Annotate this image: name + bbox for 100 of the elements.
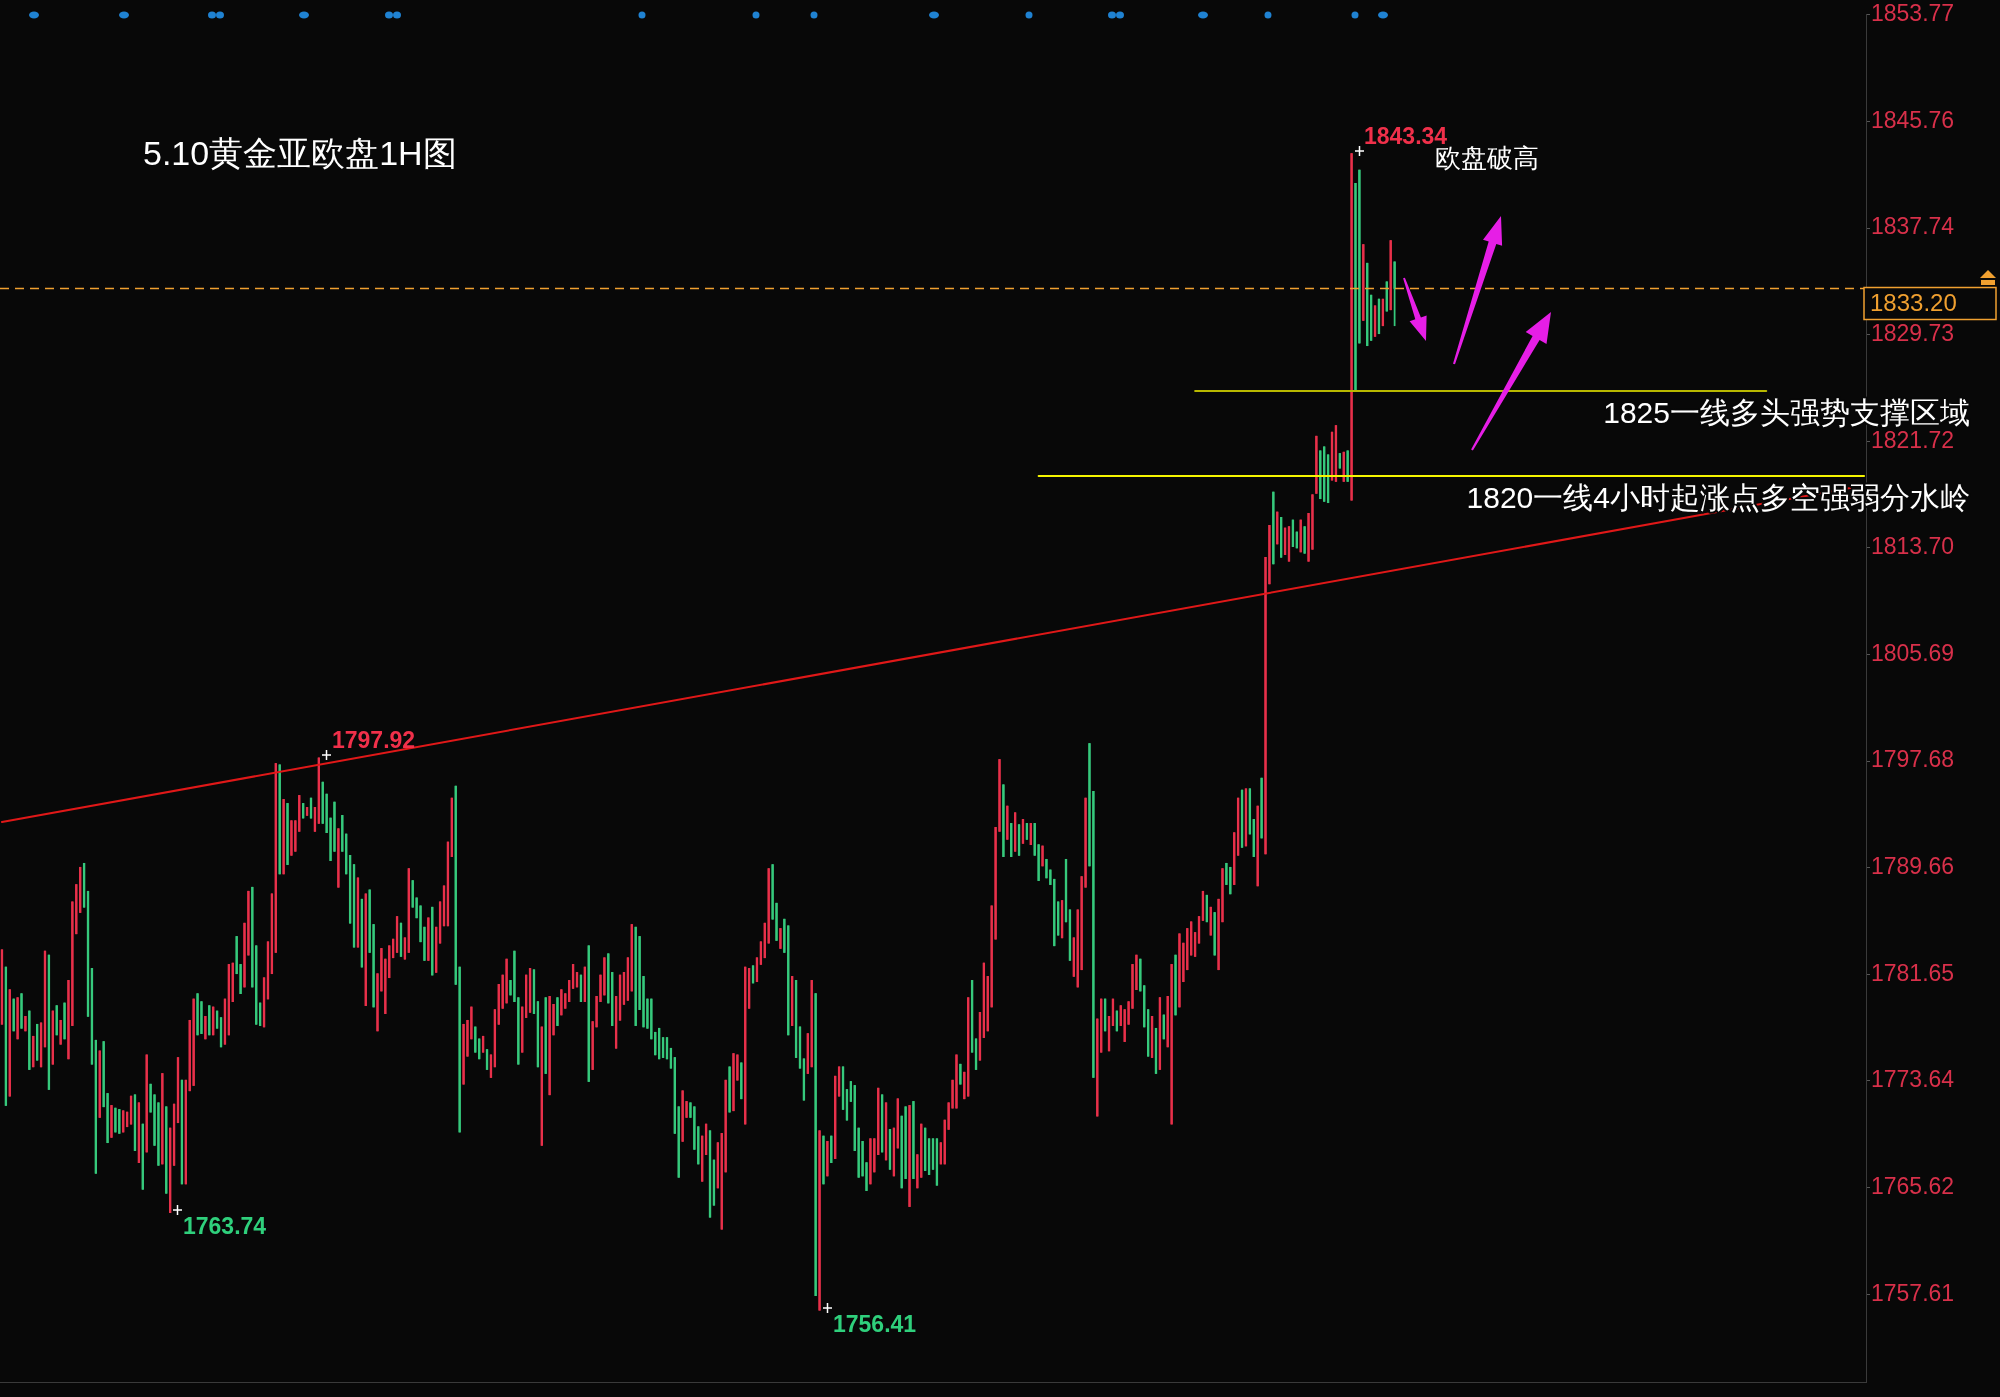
candlestick [728, 1066, 731, 1113]
candlestick [521, 1006, 524, 1053]
candlestick [540, 1026, 543, 1146]
candlestick [568, 980, 571, 1002]
candlestick [1295, 531, 1298, 549]
candlestick [560, 989, 563, 1016]
candlestick [677, 1106, 680, 1178]
candlestick [1178, 933, 1181, 1008]
candlestick [1006, 805, 1009, 840]
candlestick [814, 993, 817, 1297]
y-tick-label: 1797.68 [1871, 746, 1955, 773]
candlestick [1279, 517, 1283, 558]
y-tick-label: 1837.74 [1871, 213, 1955, 240]
candlestick [963, 1071, 966, 1100]
y-tick-label: 1853.77 [1871, 0, 1955, 27]
candlestick [35, 1023, 39, 1061]
candlestick [1362, 244, 1365, 321]
y-tick-label: 1813.70 [1871, 533, 1955, 560]
candlestick [290, 820, 293, 856]
candlestick [63, 1002, 66, 1040]
candlestick [1119, 1005, 1122, 1026]
candlestick [1252, 819, 1255, 857]
ref-line-label: 1833.20 [1870, 289, 1957, 317]
candlestick [94, 1039, 98, 1174]
candlestick [145, 1054, 148, 1153]
candlestick [474, 1026, 477, 1053]
candlestick [341, 815, 344, 852]
text: 5.10黄金亚欧盘1H图 [143, 134, 457, 173]
candlestick [681, 1090, 684, 1142]
candlestick [114, 1107, 117, 1133]
candlestick [1029, 823, 1032, 845]
candlestick [212, 1006, 215, 1036]
candlestick [337, 828, 340, 888]
candlestick [524, 974, 528, 1018]
y-tick-label: 1781.65 [1871, 959, 1955, 986]
candlestick [364, 893, 367, 1006]
annotation: 1763.74 [183, 1213, 267, 1240]
candlestick [12, 998, 15, 1032]
candlestick [544, 997, 547, 1074]
candlestick [939, 1142, 942, 1165]
candlestick [20, 993, 23, 1029]
candlestick [1299, 519, 1302, 553]
candlestick [1346, 450, 1349, 482]
candlestick [587, 945, 590, 1082]
candlestick [1190, 921, 1193, 956]
candlestick [834, 1075, 837, 1159]
y-tick-label: 1845.76 [1871, 106, 1955, 133]
candlestick [1366, 262, 1369, 347]
candlestick [282, 799, 285, 875]
candlestick [110, 1105, 113, 1138]
candlestick [302, 803, 305, 819]
candlestick [184, 1079, 187, 1185]
candlestick [611, 972, 614, 1026]
candlestick [168, 1127, 172, 1214]
candlestick [959, 1063, 962, 1085]
candlestick [869, 1138, 872, 1185]
candlestick [1319, 450, 1322, 500]
candlestick [967, 997, 970, 1097]
candlestick [1057, 901, 1060, 936]
candlestick [924, 1127, 927, 1171]
candlestick [583, 966, 587, 1002]
candlestick [634, 926, 637, 1026]
y-tick-label: 1789.66 [1871, 853, 1955, 880]
candlestick [556, 997, 559, 1026]
candlestick [286, 803, 289, 865]
candlestick [427, 917, 430, 961]
candlestick [1315, 435, 1318, 494]
candlestick [32, 1035, 35, 1068]
candlestick [24, 1015, 27, 1032]
candlestick [763, 922, 766, 959]
candlestick [1174, 954, 1177, 1016]
candlestick [630, 924, 633, 992]
candlestick [407, 868, 410, 953]
candlestick [1209, 906, 1212, 936]
candlestick [122, 1110, 125, 1133]
candlestick [740, 1062, 743, 1100]
candlestick [141, 1123, 144, 1190]
candlestick [278, 764, 281, 875]
candlestick [231, 962, 234, 1002]
candlestick [790, 976, 794, 1026]
candlestick [1385, 281, 1388, 312]
candlestick [1229, 866, 1232, 895]
candlestick [912, 1101, 915, 1179]
candlestick [716, 1142, 720, 1189]
candlestick [8, 989, 11, 1097]
candlestick [1100, 998, 1103, 1053]
candlestick [118, 1109, 121, 1134]
candlestick [196, 993, 199, 1036]
candlestick [818, 1130, 821, 1311]
annotation: 欧盘破高 [1435, 143, 1539, 174]
candlestick [955, 1054, 958, 1109]
candlestick [1010, 823, 1013, 857]
candlestick [450, 797, 454, 857]
candlestick [1338, 453, 1342, 469]
candlestick [1170, 964, 1173, 1125]
candlestick [657, 1027, 661, 1060]
candlestick [896, 1098, 899, 1149]
candlestick [16, 997, 19, 1040]
candlestick [1041, 845, 1044, 867]
candlestick [431, 906, 434, 976]
